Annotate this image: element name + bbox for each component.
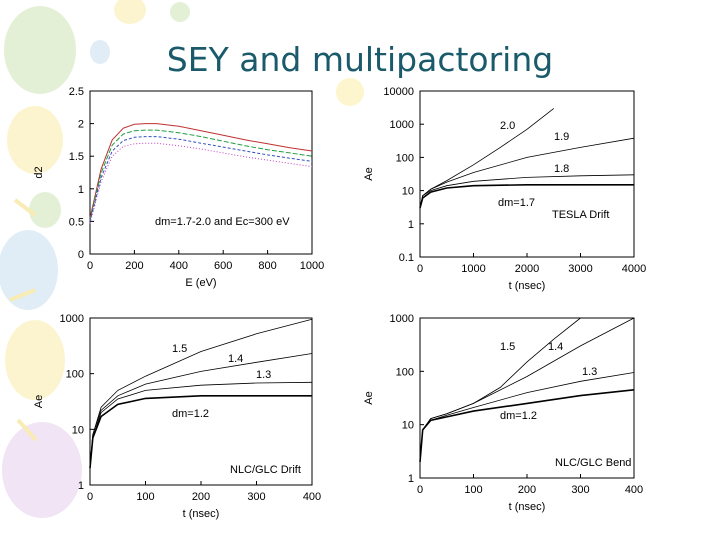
series-label: 1.9 (554, 131, 569, 143)
balloon-icon (336, 78, 364, 106)
y-tick-label: 10 (402, 186, 414, 198)
y-tick-label: 10000 (383, 86, 414, 98)
series-line (89, 353, 313, 469)
series-line (419, 184, 634, 209)
y-tick-label: 1000 (60, 313, 84, 325)
x-tick-label: 2000 (515, 263, 539, 275)
series-label: 1.5 (500, 341, 515, 353)
balloon-icon (114, 0, 146, 24)
x-tick-label: 300 (571, 484, 589, 496)
y-tick-label: 1 (78, 480, 84, 492)
y-axis-label: d2 (33, 166, 45, 178)
balloon-icon (2, 422, 82, 518)
y-tick-label: 1 (408, 219, 414, 231)
series-line (89, 136, 313, 222)
y-tick-label: 1 (78, 184, 84, 196)
y-tick-label: 10 (72, 424, 84, 436)
balloon-icon (90, 40, 110, 64)
x-tick-label: 0 (87, 260, 93, 272)
series-label: dm=1.2 (500, 410, 537, 422)
x-tick-label: 0 (417, 263, 423, 275)
y-tick-label: 0 (78, 249, 84, 261)
plot-frame (89, 317, 313, 486)
x-tick-label: 3000 (568, 263, 592, 275)
x-tick-label: 200 (125, 260, 143, 272)
plot-frame (419, 90, 635, 258)
y-tick-label: 0.5 (69, 216, 84, 228)
chart-annotation: TESLA Drift (552, 209, 609, 221)
balloon-icon (7, 106, 63, 174)
y-tick-label: 1000 (390, 313, 414, 325)
series-label: dm=1.2 (172, 408, 209, 420)
x-tick-label: 400 (625, 484, 643, 496)
y-tick-label: 2 (78, 119, 84, 131)
balloon-icon (0, 230, 58, 310)
x-tick-label: 0 (87, 491, 93, 503)
balloon-icon (170, 2, 190, 22)
series-label: 1.4 (548, 341, 563, 353)
balloon-icon (5, 320, 65, 400)
series-line (89, 129, 313, 221)
x-tick-label: 400 (303, 491, 321, 503)
y-axis-label: Ae (33, 395, 45, 408)
series-label: 1.5 (172, 343, 187, 355)
x-tick-label: 200 (192, 491, 210, 503)
x-tick-label: 1000 (461, 263, 485, 275)
balloon-icon (29, 192, 61, 228)
y-tick-label: 2.5 (69, 86, 84, 98)
balloon-icon (4, 6, 76, 94)
x-tick-label: 4000 (622, 263, 646, 275)
plot-frame (419, 317, 635, 479)
y-tick-label: 10 (402, 420, 414, 432)
x-tick-label: 600 (214, 260, 232, 272)
x-tick-label: 100 (136, 491, 154, 503)
y-tick-label: 0.1 (399, 252, 414, 264)
x-axis-label: t (nsec) (183, 508, 220, 520)
x-axis-label: t (nsec) (509, 501, 546, 513)
x-tick-label: 1000 (300, 260, 324, 272)
y-tick-label: 100 (396, 366, 414, 378)
chart-annotation: dm=1.7-2.0 and Ec=300 eV (155, 216, 290, 228)
series-label: 1.4 (228, 353, 243, 365)
series-label: 1.3 (582, 366, 597, 378)
series-label: dm=1.7 (498, 197, 535, 209)
y-tick-label: 100 (66, 369, 84, 381)
y-tick-label: 100 (396, 152, 414, 164)
series-line (419, 174, 635, 209)
series-label: 2.0 (500, 120, 515, 132)
x-axis-label: E (eV) (185, 277, 216, 289)
y-tick-label: 1 (408, 473, 414, 485)
x-tick-label: 400 (170, 260, 188, 272)
y-tick-label: 1.5 (69, 151, 84, 163)
x-tick-label: 800 (258, 260, 276, 272)
y-axis-label: Ae (363, 391, 375, 404)
series-label: 1.3 (256, 369, 271, 381)
x-tick-label: 100 (464, 484, 482, 496)
x-tick-label: 200 (518, 484, 536, 496)
chart-annotation: NLC/GLC Drift (230, 464, 301, 476)
x-tick-label: 300 (247, 491, 265, 503)
y-tick-label: 1000 (390, 119, 414, 131)
series-line (89, 123, 313, 219)
slide-title: SEY and multipactoring (166, 40, 554, 79)
series-line (89, 394, 312, 469)
x-axis-label: t (nsec) (509, 280, 546, 292)
x-tick-label: 0 (417, 484, 423, 496)
series-label: 1.8 (554, 163, 569, 175)
series-line (419, 389, 635, 462)
plot-frame (89, 90, 313, 255)
chart-annotation: NLC/GLC Bend (555, 457, 631, 469)
y-axis-label: Ae (363, 167, 375, 180)
